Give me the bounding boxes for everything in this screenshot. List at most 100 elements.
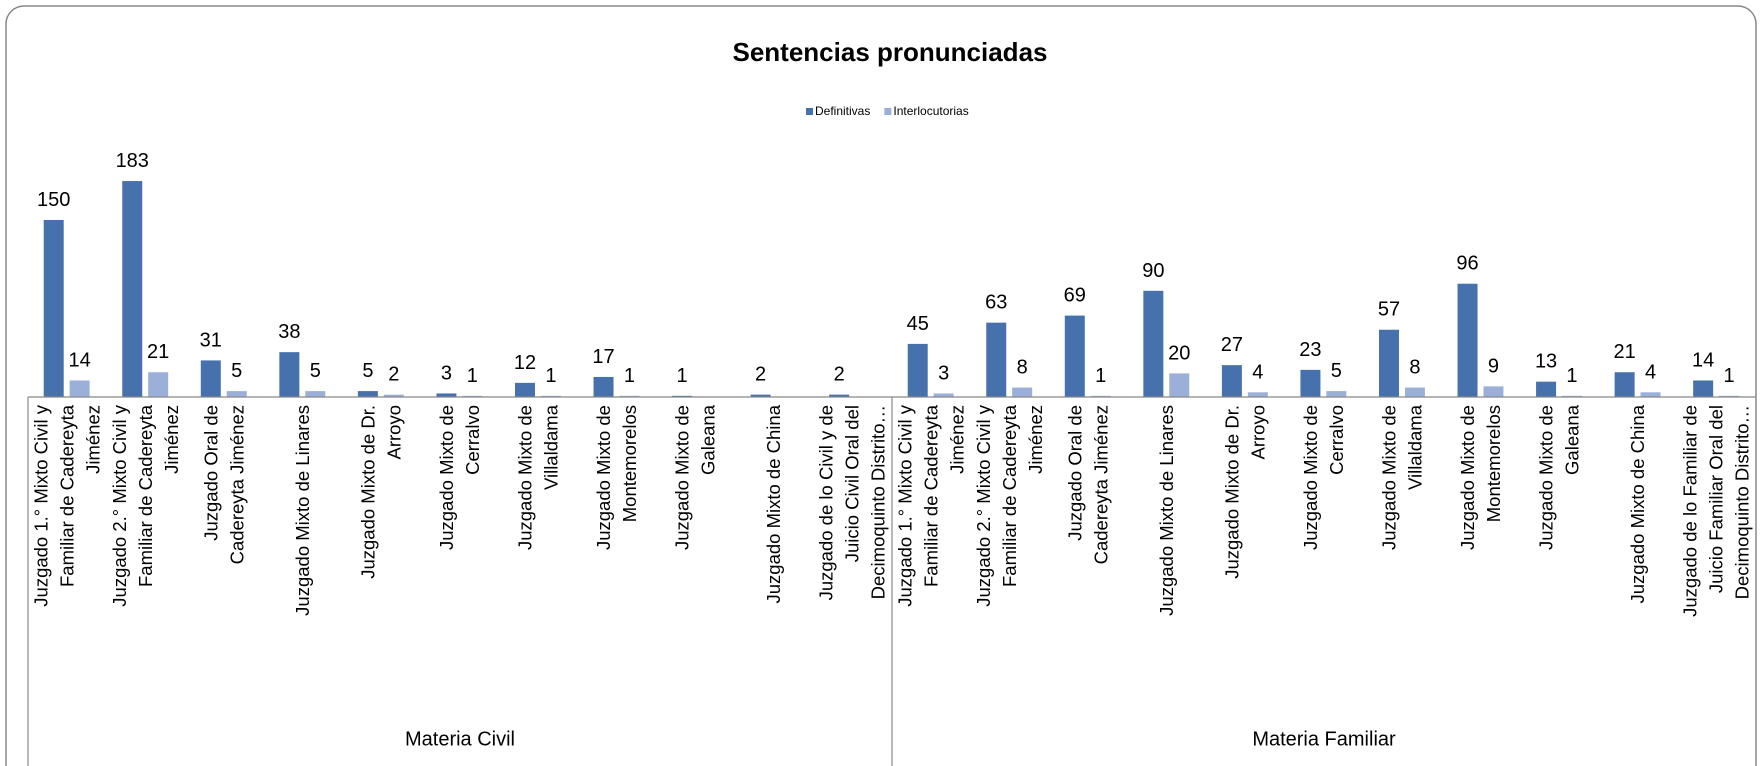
x-tick-label: Juzgado Mixto de Cerralvo xyxy=(436,405,483,550)
value-label: 8 xyxy=(1017,357,1028,379)
value-label: 2 xyxy=(755,364,766,386)
group-label: Materia Civil xyxy=(405,728,515,750)
x-tick-label: Juzgado 1.° Mixto Civil y Familiar de Cad… xyxy=(894,404,967,606)
value-label: 2 xyxy=(388,364,399,386)
bar xyxy=(1169,373,1190,397)
value-label: 1 xyxy=(1095,365,1106,387)
x-tick-label: Juzgado Mixto de Montemorelos xyxy=(593,405,640,550)
x-tick-label: Juzgado Mixto de Linares xyxy=(1156,405,1177,616)
value-label: 69 xyxy=(1064,285,1086,307)
bar xyxy=(1247,392,1268,397)
bar xyxy=(1143,290,1164,397)
x-tick-label: Juzgado Mixto de China xyxy=(1627,404,1648,603)
group-label: Materia Familiar xyxy=(1252,728,1396,750)
bar xyxy=(1221,365,1242,397)
value-label: 1 xyxy=(545,365,556,387)
value-label: 1 xyxy=(467,365,478,387)
value-label: 2 xyxy=(834,364,845,386)
legend-label: Interlocutorias xyxy=(893,104,968,118)
x-tick-label: Juzgado 2.° Mixto Civil y Familiar de Cad… xyxy=(973,404,1046,606)
value-label: 5 xyxy=(231,360,242,382)
value-label: 9 xyxy=(1488,355,1499,377)
bar xyxy=(1693,380,1714,397)
x-tick-label: Juzgado Mixto de Villaldama xyxy=(1379,404,1426,550)
x-tick-label: Juzgado de lo Familiar de Juicio Familiar… xyxy=(1680,405,1753,617)
legend: Definitivas Interlocutorias xyxy=(806,104,969,118)
bar xyxy=(69,380,90,397)
bar xyxy=(1483,386,1504,397)
x-tick-label: Juzgado de lo Civil y de Juicio Civil Ora… xyxy=(816,405,889,600)
bar xyxy=(1064,315,1085,397)
value-label: 31 xyxy=(200,329,222,351)
bar xyxy=(122,181,143,397)
x-tick-label: Juzgado 1.° Mixto Civil y Familiar de Cad… xyxy=(30,404,103,606)
value-label: 13 xyxy=(1535,351,1557,373)
value-label: 27 xyxy=(1221,334,1243,356)
value-label: 4 xyxy=(1252,361,1263,383)
value-label: 63 xyxy=(985,292,1007,314)
x-tick-label: Juzgado 2.° Mixto Civil y Familiar de Cad… xyxy=(109,404,182,606)
value-label: 21 xyxy=(1613,341,1635,363)
value-label: 20 xyxy=(1168,342,1190,364)
x-tick-label: Juzgado Mixto de Galeana xyxy=(672,404,719,550)
x-tick-label: Juzgado Mixto de Dr. Arroyo xyxy=(357,405,404,579)
bar xyxy=(750,394,771,397)
value-label: 4 xyxy=(1645,361,1656,383)
value-label: 38 xyxy=(278,321,300,343)
value-label: 12 xyxy=(514,352,536,374)
bar xyxy=(200,360,221,397)
value-label: 3 xyxy=(938,362,949,384)
bar xyxy=(514,382,535,397)
bar xyxy=(43,220,64,397)
bar xyxy=(1326,391,1347,397)
bar xyxy=(436,393,457,397)
bar xyxy=(1404,387,1425,397)
x-tick-label: Juzgado Mixto de China xyxy=(763,404,784,603)
value-label: 1 xyxy=(677,365,688,387)
bar xyxy=(1536,381,1557,397)
value-label: 5 xyxy=(310,360,321,382)
value-label: 1 xyxy=(624,365,635,387)
bar xyxy=(1614,372,1635,397)
value-label: 14 xyxy=(1692,349,1714,371)
value-label: 1 xyxy=(1724,365,1735,387)
x-tick-label: Juzgado Mixto de Villaldama xyxy=(515,404,562,550)
x-tick-label: Juzgado Mixto de Galeana xyxy=(1536,404,1583,550)
bar xyxy=(148,372,169,397)
legend-label: Definitivas xyxy=(815,104,870,118)
bar xyxy=(226,391,247,397)
value-label: 1 xyxy=(1566,365,1577,387)
bar xyxy=(593,376,614,397)
x-tick-label: Juzgado Mixto de Dr. Arroyo xyxy=(1221,405,1268,579)
bar xyxy=(829,394,850,397)
x-tick-label: Juzgado Oral de Cadereyta Jiménez xyxy=(200,405,247,564)
legend-swatch xyxy=(884,108,892,115)
value-label: 5 xyxy=(1331,360,1342,382)
bar xyxy=(1012,387,1033,397)
bar xyxy=(1378,329,1399,397)
bar xyxy=(986,322,1007,397)
bar xyxy=(907,343,928,397)
bar xyxy=(1300,369,1321,397)
bar xyxy=(933,393,954,397)
value-label: 183 xyxy=(116,150,149,172)
x-tick-label: Juzgado Mixto de Linares xyxy=(292,405,313,616)
bar xyxy=(305,391,326,397)
value-label: 3 xyxy=(441,362,452,384)
x-tick-label: Juzgado Mixto de Montemorelos xyxy=(1457,405,1504,550)
bar xyxy=(1640,392,1661,397)
value-label: 96 xyxy=(1456,253,1478,275)
legend-swatch xyxy=(806,108,813,115)
bar xyxy=(279,352,300,397)
value-label: 90 xyxy=(1142,260,1164,282)
value-label: 23 xyxy=(1299,339,1321,361)
chart-title: Sentencias pronunciadas xyxy=(733,37,1048,67)
value-label: 14 xyxy=(69,349,91,371)
value-label: 45 xyxy=(907,313,929,335)
bar xyxy=(1457,283,1478,397)
bar xyxy=(357,391,378,397)
value-label: 5 xyxy=(362,360,373,382)
value-label: 57 xyxy=(1378,299,1400,321)
chart-border xyxy=(5,5,1757,766)
